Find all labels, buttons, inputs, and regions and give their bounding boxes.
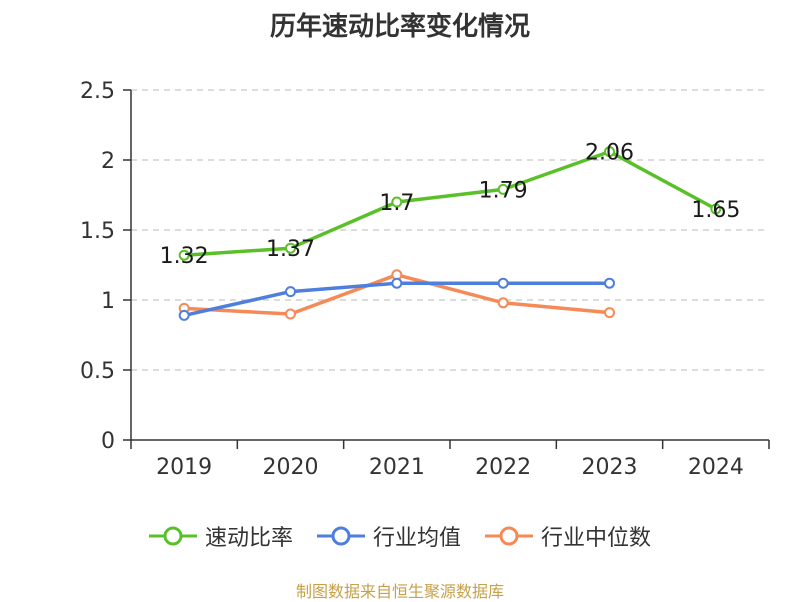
grid-lines xyxy=(131,89,769,371)
axes: 0 0.5 1 1.5 2 2.5 2019 2020 2021 2022 2023 2024 xyxy=(80,79,770,480)
data-point xyxy=(391,277,403,289)
data-label: 1.37 xyxy=(266,237,315,262)
legend: 速动比率 行业均值 行业中位数 xyxy=(0,520,800,552)
data-point xyxy=(604,146,615,158)
y-tick-label: 1 xyxy=(101,289,115,314)
data-point xyxy=(604,277,615,289)
data-point xyxy=(285,308,296,320)
y-tick-label: 2.5 xyxy=(80,79,115,104)
data-point xyxy=(497,297,509,309)
x-tick-label: 2019 xyxy=(156,455,212,480)
data-point xyxy=(391,196,403,208)
legend-quick-ratio-icon xyxy=(148,526,197,546)
data-point xyxy=(497,183,509,195)
legend-item-industry-median[interactable]: 行业中位数 xyxy=(485,520,651,552)
x-tick-label: 2020 xyxy=(263,455,319,480)
chart-title: 历年速动比率变化情况 xyxy=(269,12,530,42)
legend-item-industry-mean[interactable]: 行业均值 xyxy=(316,520,461,552)
x-tick-label: 2024 xyxy=(688,455,744,480)
legend-label-industry-median: 行业中位数 xyxy=(541,526,652,551)
series-lines xyxy=(178,146,722,321)
data-label: 1.7 xyxy=(379,191,414,216)
data-point xyxy=(497,277,509,289)
source-note: 制图数据来自恒生聚源数据库 xyxy=(295,582,504,601)
data-label: 1.79 xyxy=(479,178,528,203)
data-point xyxy=(285,286,296,298)
data-label: 2.06 xyxy=(585,141,634,166)
legend-label-industry-mean: 行业均值 xyxy=(372,526,461,551)
x-tick-label: 2021 xyxy=(369,455,425,480)
x-tick-label: 2022 xyxy=(475,455,531,480)
data-point xyxy=(178,249,190,261)
y-tick-label: 0 xyxy=(101,429,115,454)
data-label: 1.65 xyxy=(691,198,740,223)
data-point xyxy=(604,307,615,319)
y-tick-label: 0.5 xyxy=(80,359,115,384)
data-label: 1.32 xyxy=(160,244,209,269)
data-labels: 1.32 1.37 1.7 1.79 2.06 1.65 xyxy=(160,141,741,270)
data-point xyxy=(178,309,190,321)
data-point xyxy=(285,242,296,254)
y-tick-label: 2 xyxy=(101,149,115,174)
legend-item-quick-ratio[interactable]: 速动比率 xyxy=(148,520,293,552)
data-point xyxy=(710,203,722,215)
legend-industry-median-icon xyxy=(485,526,533,546)
series-line xyxy=(184,149,717,257)
legend-label-quick-ratio: 速动比率 xyxy=(204,526,293,551)
y-tick-label: 1.5 xyxy=(80,219,115,244)
x-tick-label: 2023 xyxy=(582,455,638,480)
legend-industry-mean-icon xyxy=(316,526,365,546)
